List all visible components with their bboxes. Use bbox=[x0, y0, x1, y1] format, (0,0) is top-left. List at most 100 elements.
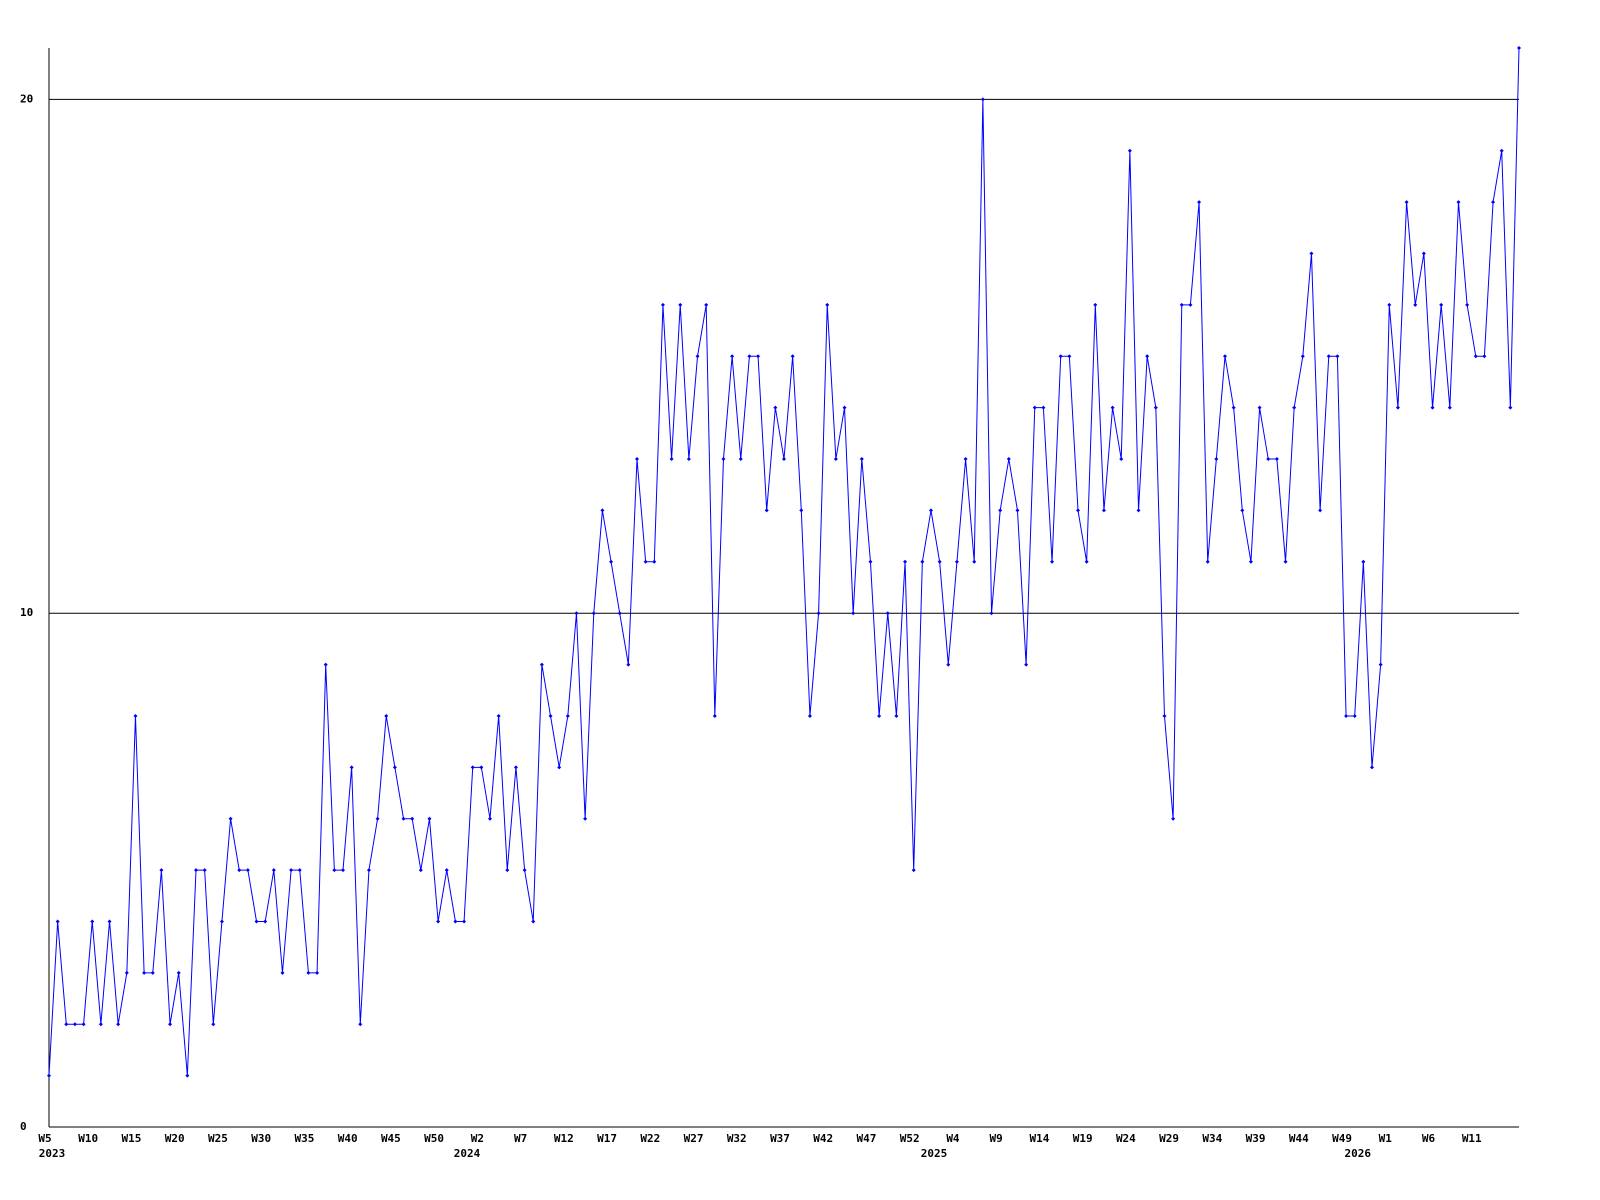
point bbox=[1041, 405, 1046, 410]
point bbox=[513, 765, 518, 770]
point bbox=[1179, 302, 1184, 307]
point bbox=[929, 508, 933, 513]
point bbox=[1127, 148, 1132, 153]
point bbox=[1032, 405, 1037, 410]
point bbox=[1318, 508, 1323, 513]
point bbox=[1326, 354, 1331, 359]
point bbox=[1145, 354, 1150, 359]
point bbox=[479, 765, 484, 770]
x-tick-label: W10 bbox=[78, 1132, 98, 1145]
point bbox=[773, 405, 778, 410]
point bbox=[1136, 508, 1141, 513]
point bbox=[453, 919, 458, 924]
point bbox=[505, 868, 510, 873]
x-tick-label: W35 bbox=[294, 1132, 314, 1145]
x-tick-label: W4 bbox=[946, 1132, 960, 1145]
point bbox=[341, 868, 345, 873]
point bbox=[1214, 457, 1219, 462]
point bbox=[851, 611, 856, 616]
point bbox=[323, 662, 328, 667]
point bbox=[574, 611, 579, 616]
point bbox=[635, 457, 639, 462]
x-tick-label: W25 bbox=[208, 1132, 228, 1145]
point bbox=[894, 713, 899, 718]
x-tick-label: W37 bbox=[770, 1132, 790, 1145]
x-tick-label: W15 bbox=[122, 1132, 142, 1145]
point bbox=[245, 868, 250, 873]
point bbox=[1404, 200, 1409, 205]
point bbox=[1067, 354, 1072, 359]
x-tick-label: W34 bbox=[1202, 1132, 1222, 1145]
x-tick-label: W22 bbox=[640, 1132, 660, 1145]
point bbox=[1439, 302, 1444, 307]
y-tick-label: 10 bbox=[20, 606, 33, 619]
point bbox=[98, 1022, 103, 1027]
point bbox=[609, 559, 614, 564]
point bbox=[600, 508, 605, 513]
point bbox=[747, 354, 752, 359]
year-label: 2026 bbox=[1344, 1147, 1371, 1160]
point bbox=[730, 354, 735, 359]
point bbox=[263, 919, 268, 924]
point bbox=[1352, 713, 1357, 718]
point bbox=[1093, 302, 1098, 307]
point bbox=[1015, 508, 1020, 513]
point bbox=[194, 868, 198, 873]
point bbox=[366, 868, 371, 873]
x-tick-label: W19 bbox=[1073, 1132, 1093, 1145]
point bbox=[1335, 354, 1340, 359]
point bbox=[660, 302, 665, 307]
point bbox=[418, 868, 423, 873]
point bbox=[116, 1022, 121, 1027]
point bbox=[756, 354, 761, 359]
point bbox=[64, 1022, 69, 1027]
point bbox=[859, 457, 864, 462]
point bbox=[176, 970, 181, 975]
x-tick-label: W39 bbox=[1246, 1132, 1266, 1145]
point bbox=[306, 970, 311, 975]
point bbox=[1413, 302, 1418, 307]
point bbox=[963, 457, 968, 462]
year-label: 2025 bbox=[921, 1147, 948, 1160]
x-tick-label: W27 bbox=[684, 1132, 704, 1145]
point bbox=[1378, 662, 1383, 667]
point bbox=[591, 611, 596, 616]
point bbox=[133, 713, 138, 718]
point bbox=[1231, 405, 1236, 410]
point bbox=[937, 559, 942, 564]
point bbox=[678, 302, 683, 307]
point bbox=[583, 816, 588, 821]
year-label: 2023 bbox=[39, 1147, 66, 1160]
point bbox=[522, 868, 527, 873]
point bbox=[1084, 559, 1089, 564]
point bbox=[1050, 559, 1055, 564]
point bbox=[358, 1022, 363, 1027]
x-tick-label: W29 bbox=[1159, 1132, 1179, 1145]
x-tick-label: W40 bbox=[338, 1132, 358, 1145]
y-tick-label: 20 bbox=[20, 92, 33, 105]
point bbox=[911, 868, 916, 873]
x-tick-label: W44 bbox=[1289, 1132, 1309, 1145]
point bbox=[1162, 713, 1167, 718]
point bbox=[557, 765, 562, 770]
x-tick-label: W12 bbox=[554, 1132, 574, 1145]
point bbox=[946, 662, 951, 667]
point bbox=[211, 1022, 216, 1027]
point bbox=[315, 970, 320, 975]
point bbox=[652, 559, 657, 564]
point bbox=[842, 405, 847, 410]
point bbox=[1421, 251, 1426, 256]
x-tick-label: W11 bbox=[1462, 1132, 1482, 1145]
x-tick-label: W50 bbox=[424, 1132, 444, 1145]
point bbox=[168, 1022, 173, 1027]
point bbox=[712, 713, 717, 718]
point bbox=[470, 765, 475, 770]
point bbox=[488, 816, 492, 821]
point bbox=[1465, 302, 1470, 307]
point bbox=[617, 611, 622, 616]
point bbox=[202, 868, 207, 873]
series-line bbox=[48, 47, 1520, 1076]
point bbox=[1309, 251, 1314, 256]
point bbox=[159, 868, 164, 873]
